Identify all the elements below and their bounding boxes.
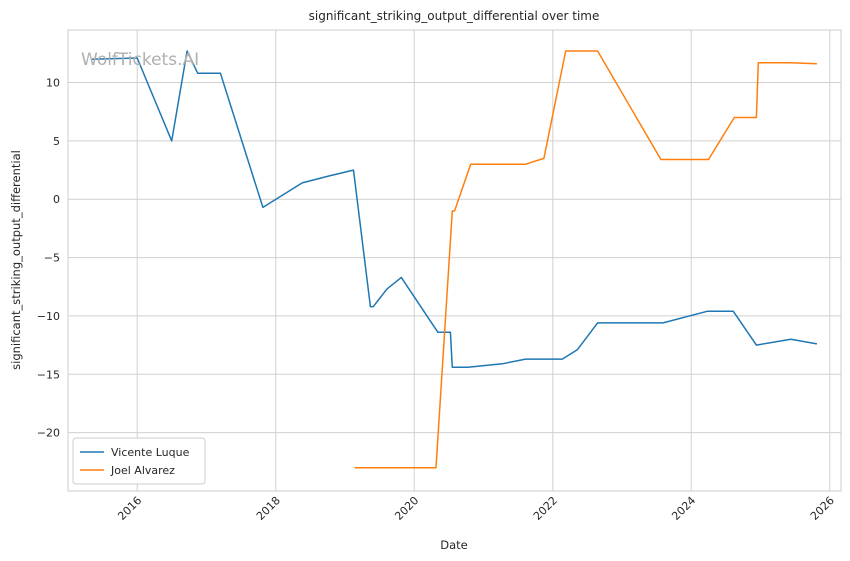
- y-tick-label: 10: [46, 77, 60, 90]
- y-tick-label: 0: [53, 193, 60, 206]
- x-axis-title: Date: [440, 538, 468, 552]
- legend-label-joel-alvarez: Joel Alvarez: [110, 464, 175, 477]
- series-line-joel-alvarez: [354, 50, 817, 469]
- series-lines: [90, 50, 818, 469]
- y-tick-label: −20: [37, 427, 60, 440]
- y-tick-label: 5: [53, 135, 60, 148]
- y-tick-label: −10: [37, 310, 60, 323]
- y-tick-label: −5: [44, 252, 60, 265]
- y-axis-title: significant_striking_output_differential: [9, 150, 23, 370]
- legend-box: [72, 437, 206, 485]
- legend-label-vicente-luque: Vicente Luque: [111, 446, 190, 459]
- grid: [68, 30, 841, 491]
- y-tick-labels: 10 5 0 −5 −10 −15 −20: [37, 77, 60, 440]
- legend: Vicente Luque Joel Alvarez: [72, 437, 206, 485]
- chart-title: significant_striking_output_differential…: [309, 9, 600, 23]
- series-line-vicente-luque: [90, 50, 818, 369]
- y-tick-label: −15: [37, 368, 60, 381]
- watermark: WolfTickets.AI: [81, 50, 199, 70]
- plot-area: [67, 29, 842, 492]
